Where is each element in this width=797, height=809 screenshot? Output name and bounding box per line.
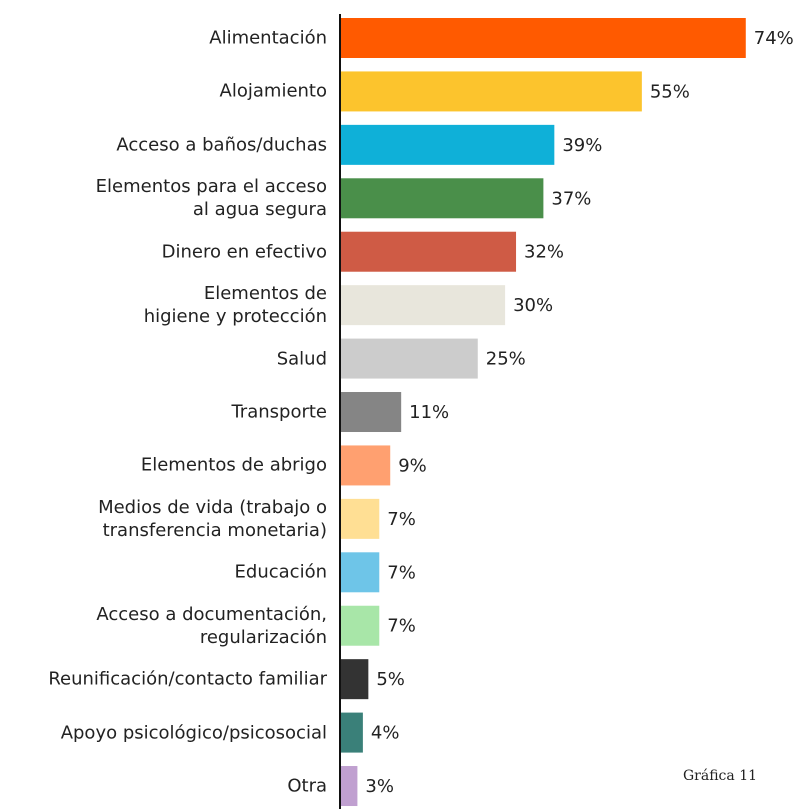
bar — [341, 498, 380, 539]
bar — [341, 231, 517, 272]
value-label: 4% — [371, 723, 400, 744]
bar — [341, 445, 391, 486]
category-label: Otra — [287, 775, 327, 797]
value-label: 39% — [562, 135, 602, 156]
bar — [341, 552, 380, 593]
category-label: Dinero en efectivo — [161, 241, 327, 263]
value-label: 3% — [365, 776, 394, 797]
value-label: 7% — [387, 562, 416, 583]
bar — [341, 605, 380, 646]
value-label: 32% — [524, 242, 564, 263]
category-label: Acceso a baños/duchas — [116, 134, 327, 156]
bar — [341, 71, 642, 112]
category-label: Elementos de abrigo — [140, 454, 327, 476]
category-label: Acceso a documentación, regularización — [96, 603, 327, 648]
value-label: 25% — [486, 349, 526, 370]
category-label: Medios de vida (trabajo o transferencia … — [98, 496, 327, 541]
bar — [341, 338, 478, 379]
value-label: 7% — [387, 509, 416, 530]
value-label: 11% — [409, 402, 449, 423]
category-label: Reunificación/contacto familiar — [48, 668, 327, 690]
bar — [341, 712, 363, 753]
category-label: Elementos para el acceso al agua segura — [95, 176, 327, 221]
bar — [341, 392, 402, 433]
bar — [341, 124, 555, 165]
bar — [341, 659, 369, 700]
value-label: 37% — [551, 188, 591, 209]
value-label: 7% — [387, 616, 416, 637]
value-label: 74% — [754, 28, 794, 49]
bar — [341, 178, 544, 219]
bar — [341, 285, 506, 326]
bar — [341, 766, 358, 807]
category-label: Elementos de higiene y protección — [143, 283, 327, 328]
category-label: Transporte — [231, 401, 327, 423]
category-label: Alimentación — [209, 27, 327, 49]
value-label: 30% — [513, 295, 553, 316]
annotation: Gráfica 11 — [683, 768, 758, 784]
category-label: Alojamiento — [219, 80, 327, 102]
category-label: Educación — [234, 561, 327, 583]
value-label: 55% — [650, 81, 690, 102]
bar — [341, 18, 746, 58]
category-label: Apoyo psicológico/psicosocial — [60, 722, 327, 744]
category-label: Salud — [276, 348, 327, 370]
value-label: 5% — [376, 669, 405, 690]
value-label: 9% — [398, 455, 427, 476]
